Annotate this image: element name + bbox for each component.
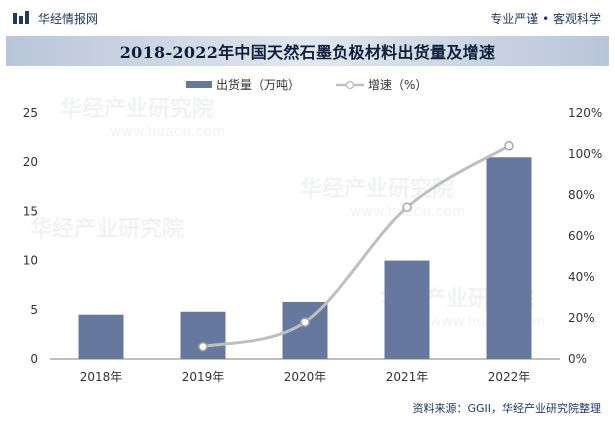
- right-axis-tick-label: 100%: [568, 147, 602, 161]
- right-axis-tick-label: 120%: [568, 106, 602, 120]
- brand-name: 华经情报网: [38, 11, 99, 26]
- legend: 出货量（万吨） 增速（%）: [186, 77, 427, 92]
- bar-series: [78, 157, 532, 359]
- chart-title: 2018-2022年中国天然石墨负极材料出货量及增速: [119, 43, 496, 62]
- bar: [486, 157, 532, 359]
- left-axis-tick-label: 25: [23, 106, 38, 120]
- left-axis-tick-label: 20: [23, 155, 38, 169]
- brand: 华经情报网: [0, 10, 98, 27]
- slogan: 专业严谨 • 客观科学: [490, 11, 601, 26]
- right-axis: 0% 20% 40% 60% 80% 100% 120%: [568, 106, 602, 366]
- right-axis-tick-label: 40%: [568, 270, 595, 284]
- bar-chart-logo-icon: [13, 11, 29, 24]
- growth-marker: [300, 317, 310, 327]
- right-axis-tick-label: 60%: [568, 229, 595, 243]
- right-axis-tick-label: 80%: [568, 188, 595, 202]
- watermark-layer: 华经产业研究院 www.huaon.com 华经产业研究院 www.huaon.…: [30, 96, 546, 330]
- growth-marker: [198, 341, 208, 352]
- left-axis: 0 5 10 15 20 25: [23, 106, 38, 366]
- legend-swatch-bar: [186, 81, 212, 88]
- watermark-url: www.huaon.com: [110, 124, 226, 140]
- chart: 华经产业研究院 www.huaon.com 华经产业研究院 www.huaon.…: [23, 77, 603, 384]
- watermark-url: www.huaon.com: [350, 204, 466, 220]
- source-note: 资料来源：GGII，华经产业研究院整理: [412, 402, 601, 415]
- growth-marker: [504, 141, 514, 151]
- title-bar: 2018-2022年中国天然石墨负极材料出货量及增速: [6, 36, 609, 66]
- x-axis-tick-label: 2018年: [80, 370, 123, 384]
- growth-marker: [402, 202, 412, 213]
- watermark-text: 华经产业研究院: [60, 96, 214, 122]
- x-axis-tick-label: 2019年: [182, 370, 225, 384]
- watermark-text: 华经产业研究院: [300, 176, 454, 202]
- x-axis-tick-label: 2021年: [386, 370, 429, 384]
- x-axis-tick-label: 2022年: [488, 370, 531, 384]
- bar: [180, 311, 226, 359]
- right-axis-tick-label: 20%: [568, 311, 595, 325]
- bar: [78, 314, 124, 359]
- left-axis-tick-label: 10: [23, 254, 38, 268]
- left-axis-tick-label: 0: [30, 352, 38, 366]
- left-axis-tick-label: 5: [30, 303, 38, 317]
- legend-label-line: 增速（%）: [368, 78, 427, 92]
- left-axis-tick-label: 15: [23, 204, 38, 218]
- top-header: 华经情报网 专业严谨 • 客观科学: [0, 0, 615, 36]
- line-series: [198, 141, 514, 352]
- growth-line: [202, 144, 510, 349]
- x-axis: 2018年 2019年 2020年 2021年 2022年: [80, 370, 531, 384]
- x-axis-tick-label: 2020年: [284, 370, 327, 384]
- bar: [384, 260, 430, 359]
- watermark-text: 华经产业研究院: [30, 216, 184, 242]
- legend-label-bar: 出货量（万吨）: [216, 77, 300, 92]
- legend-swatch-marker: [345, 80, 355, 90]
- right-axis-tick-label: 0%: [568, 352, 587, 366]
